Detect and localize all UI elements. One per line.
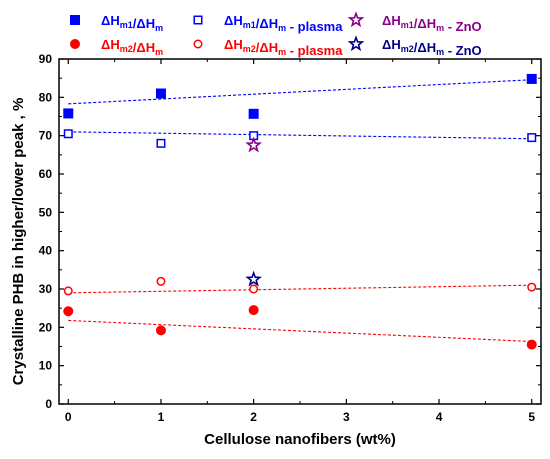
data-point-series-4 bbox=[63, 306, 74, 317]
legend-marker-series-3 bbox=[347, 11, 365, 28]
y-tick-label: 80 bbox=[39, 90, 53, 104]
data-point-series-1 bbox=[526, 73, 537, 84]
y-tick-label: 40 bbox=[39, 244, 53, 258]
trend-line-series-2 bbox=[68, 131, 532, 140]
data-point-series-5 bbox=[249, 284, 259, 294]
data-point-series-1 bbox=[63, 108, 74, 119]
trend-line-series-5 bbox=[68, 284, 532, 294]
legend-item-series-3: ΔHm1/ΔHm - ZnO bbox=[347, 11, 482, 34]
x-tick-label: 2 bbox=[250, 410, 257, 424]
data-points bbox=[63, 73, 537, 350]
legend-label-series-5: ΔHm2/ΔHm - plasma bbox=[224, 37, 343, 58]
data-point-series-1 bbox=[155, 88, 166, 99]
y-tick-label: 30 bbox=[39, 282, 53, 296]
y-tick-label: 70 bbox=[39, 129, 53, 143]
y-tick-label: 10 bbox=[39, 359, 53, 373]
legend-marker-series-5 bbox=[193, 39, 203, 49]
y-tick-label: 60 bbox=[39, 167, 53, 181]
x-tick-label: 4 bbox=[436, 410, 443, 424]
y-axis-title: Crystalline PHB in higher/lower peak , % bbox=[10, 98, 27, 386]
trend-lines bbox=[68, 79, 532, 343]
data-point-series-6 bbox=[245, 270, 263, 287]
y-tick-label: 20 bbox=[39, 320, 53, 334]
x-tick-label: 5 bbox=[528, 410, 535, 424]
legend-label-series-4: ΔHm2/ΔHm bbox=[101, 37, 163, 57]
legend-marker-series-6 bbox=[347, 35, 365, 52]
x-tick-label: 1 bbox=[158, 410, 165, 424]
legend-label-series-1: ΔHm1/ΔHm bbox=[101, 13, 163, 33]
plot-frame bbox=[58, 58, 542, 405]
trend-line-series-4 bbox=[68, 319, 532, 343]
legend-marker-series-2 bbox=[193, 15, 203, 25]
legend-label-series-6: ΔHm2/ΔHm - ZnO bbox=[382, 37, 482, 58]
y-tick-label: 0 bbox=[45, 397, 52, 411]
legend: ΔHm1/ΔHm ΔHm1/ΔHm - plasma ΔHm1/ΔHm - ZnO Δ… bbox=[70, 11, 482, 58]
legend-label-series-2: ΔHm1/ΔHm - plasma bbox=[224, 13, 343, 34]
legend-item-series-2: ΔHm1/ΔHm - plasma bbox=[193, 13, 343, 34]
data-point-series-2 bbox=[527, 133, 537, 143]
y-tick-label: 50 bbox=[39, 205, 53, 219]
data-point-series-5 bbox=[63, 286, 73, 296]
x-axis-title: Cellulose nanofibers (wt%) bbox=[204, 431, 396, 448]
data-point-series-4 bbox=[526, 339, 537, 350]
axis-ticks: 0 10 20 30 40 50 60 70 80 90 0 1 2 3 4 5 bbox=[39, 52, 541, 424]
x-tick-label: 3 bbox=[343, 410, 350, 424]
data-point-series-4 bbox=[155, 325, 166, 336]
data-point-series-5 bbox=[156, 276, 166, 286]
legend-item-series-4: ΔHm2/ΔHm bbox=[70, 37, 163, 57]
legend-item-series-6: ΔHm2/ΔHm - ZnO bbox=[347, 35, 482, 58]
legend-label-series-3: ΔHm1/ΔHm - ZnO bbox=[382, 13, 482, 34]
legend-marker-series-4 bbox=[70, 39, 80, 49]
data-point-series-4 bbox=[248, 305, 259, 316]
legend-item-series-1: ΔHm1/ΔHm bbox=[70, 13, 163, 33]
legend-marker-series-1 bbox=[70, 15, 80, 25]
trend-line-series-1 bbox=[68, 79, 532, 105]
data-point-series-3 bbox=[245, 136, 263, 153]
data-point-series-1 bbox=[248, 108, 259, 119]
plot-area bbox=[58, 58, 542, 405]
data-point-series-2 bbox=[156, 138, 166, 148]
x-tick-label: 0 bbox=[65, 410, 72, 424]
y-tick-label: 90 bbox=[39, 52, 53, 66]
legend-item-series-5: ΔHm2/ΔHm - plasma bbox=[193, 37, 343, 58]
data-point-series-5 bbox=[527, 282, 537, 292]
data-point-series-2 bbox=[63, 129, 73, 139]
